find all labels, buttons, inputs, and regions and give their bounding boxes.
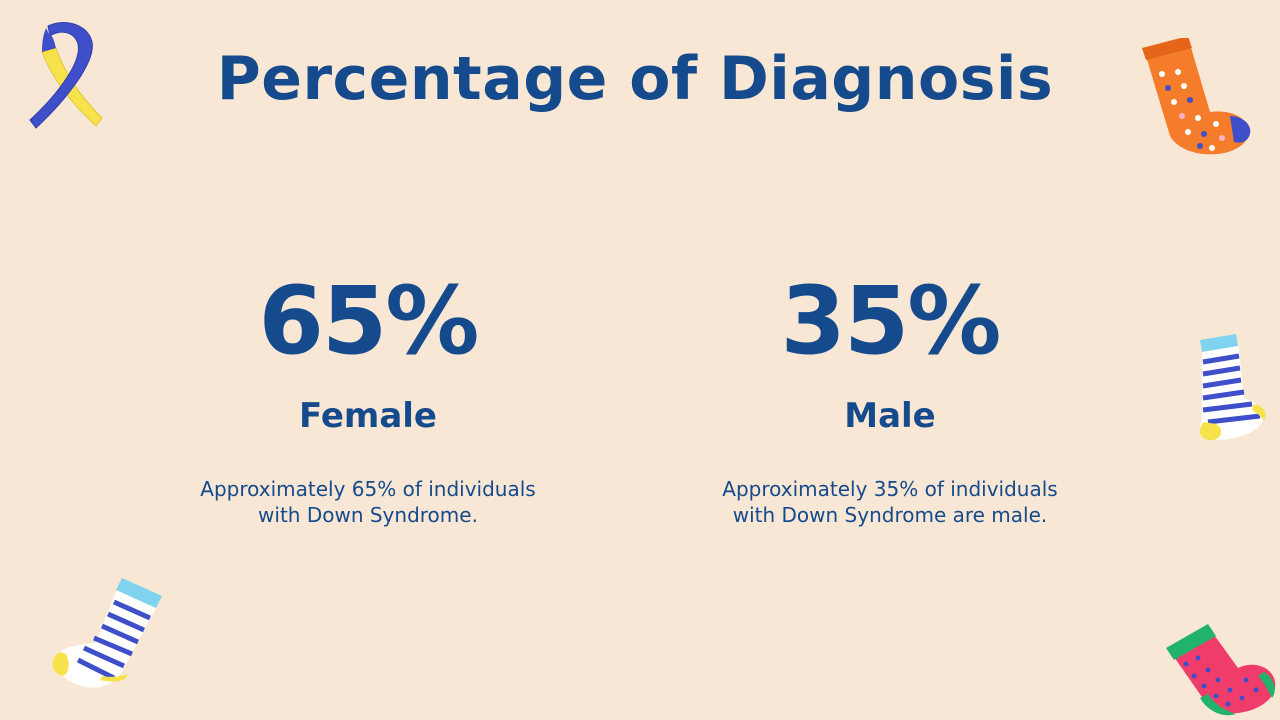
- polka-dot-sock-icon: [1166, 624, 1276, 716]
- stat-female: 65% Female Approximately 65% of individu…: [148, 262, 588, 528]
- stat-description: Approximately 65% of individuals with Do…: [200, 477, 536, 527]
- striped-sock-icon: [52, 578, 162, 688]
- striped-sock-icon: [1199, 334, 1266, 441]
- stat-description: Approximately 35% of individuals with Do…: [722, 477, 1058, 527]
- polka-dot-sock-icon: [1142, 38, 1251, 155]
- stat-label: Female: [299, 396, 437, 436]
- stat-male: 35% Male Approximately 35% of individual…: [670, 262, 1110, 528]
- slide-title: Percentage of Diagnosis: [216, 44, 1054, 114]
- awareness-ribbon-icon: [29, 22, 103, 129]
- stat-label: Male: [844, 396, 936, 436]
- stat-value: 65%: [258, 267, 480, 376]
- stat-value: 35%: [780, 267, 1002, 376]
